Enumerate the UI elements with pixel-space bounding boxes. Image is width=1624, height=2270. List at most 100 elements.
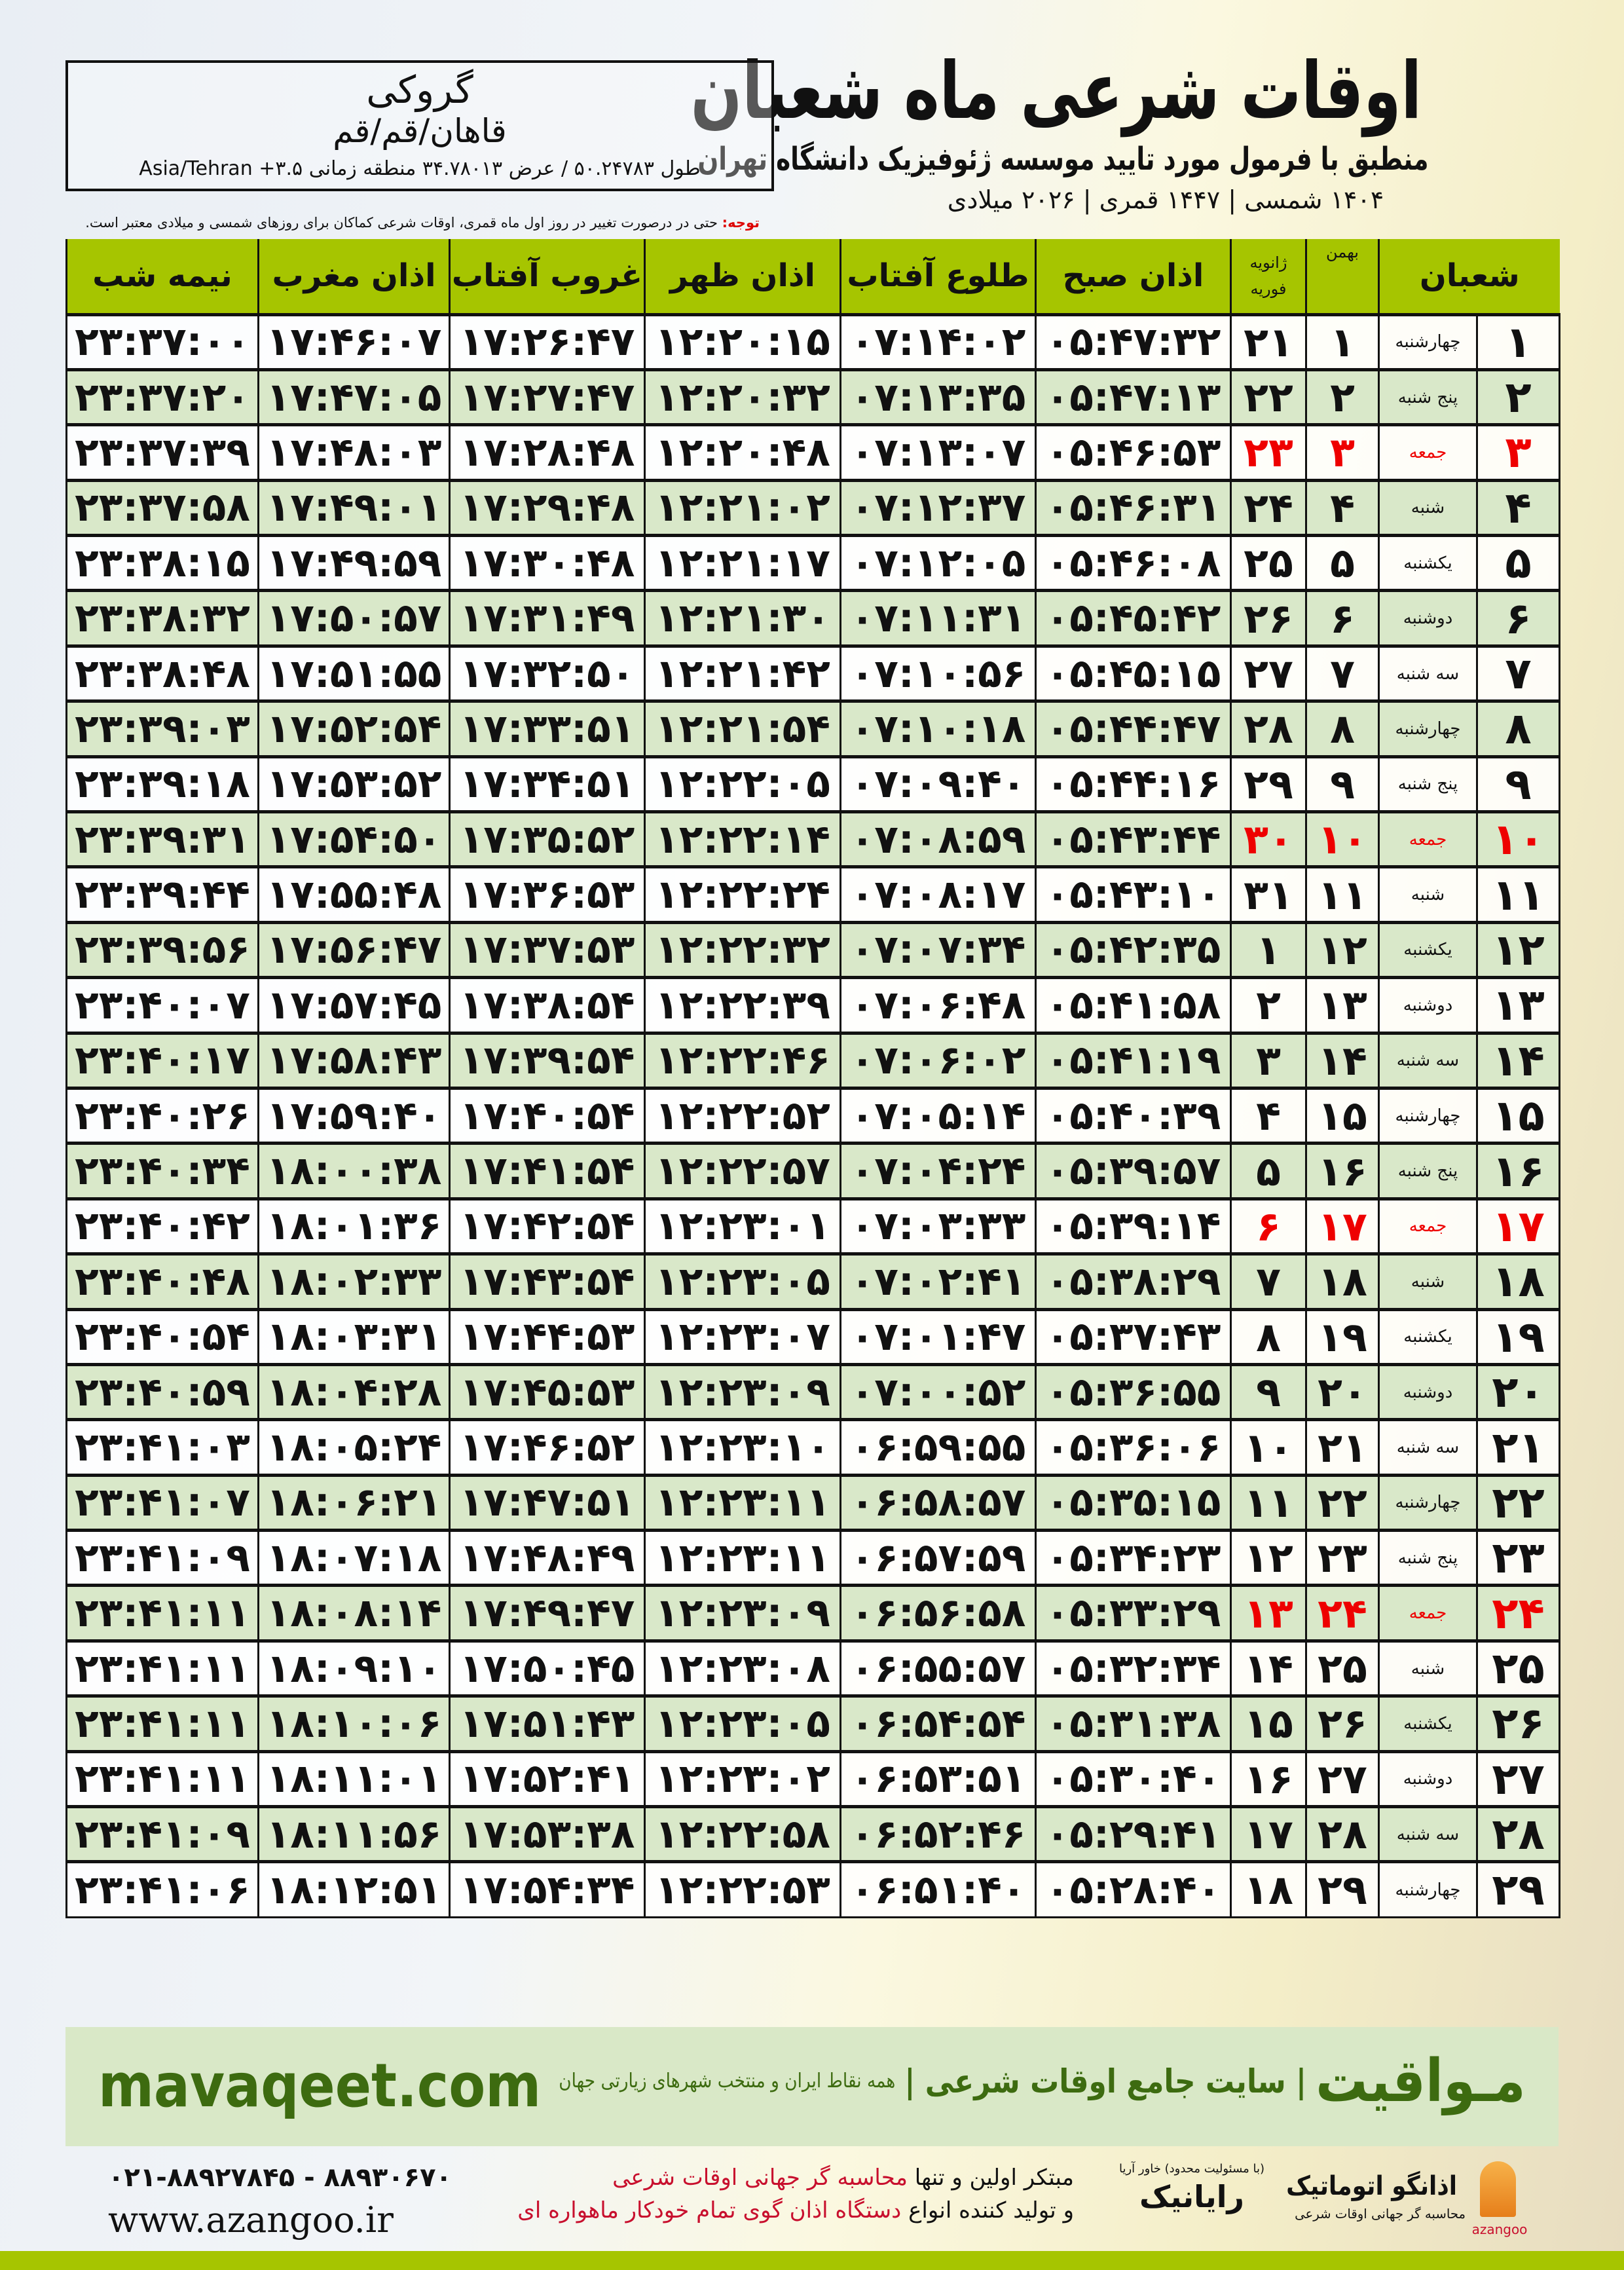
table-header: شعبان بهمن ژانویه فوریه اذان صبح طلوع آفت… [65, 239, 1560, 316]
shaban-day-cell: ۲۱ [1476, 1418, 1561, 1476]
maghrib-value: ۱۸:۰۸:۱۴ [266, 1590, 442, 1637]
bahman-day-cell: ۲۷ [1305, 1749, 1380, 1808]
azangoo-sub: محاسبه گر جهانی اوقات شرعی [1294, 2206, 1466, 2222]
sunrise-value: ۰۷:۱۰:۱۸ [850, 705, 1026, 752]
sunset-cell: ۱۷:۴۱:۵۴ [449, 1142, 646, 1200]
shaban-day-value: ۱۶ [1492, 1145, 1545, 1197]
dhuhr-value: ۱۲:۲۱:۴۲ [655, 650, 830, 697]
gregorian-day-value: ۹ [1256, 1368, 1281, 1417]
fajr-value: ۰۵:۴۳:۱۰ [1045, 872, 1221, 918]
dhuhr-cell: ۱۲:۲۳:۰۸ [644, 1639, 841, 1698]
midnight-value: ۲۳:۴۱:۰۹ [75, 1811, 250, 1857]
shaban-day-cell: ۷ [1476, 644, 1561, 703]
bahman-day-cell: ۱۱ [1305, 865, 1380, 923]
maghrib-value: ۱۷:۴۸:۰۳ [266, 429, 442, 475]
dhuhr-cell: ۱۲:۲۱:۴۲ [644, 644, 841, 703]
gregorian-day-value: ۲۸ [1244, 705, 1293, 753]
sunset-value: ۱۷:۳۴:۵۱ [459, 761, 635, 808]
fajr-cell: ۰۵:۳۴:۲۳ [1035, 1529, 1232, 1587]
sunset-cell: ۱۷:۵۰:۴۵ [449, 1639, 646, 1698]
midnight-cell: ۲۳:۴۰:۵۹ [65, 1362, 259, 1421]
rayanik-logo: (با مسئولیت محدود) خاور آریا رایانیک [1107, 2161, 1277, 2216]
location-city: گروکی [366, 67, 473, 112]
gregorian-day-cell: ۱۸ [1230, 1860, 1307, 1918]
maghrib-cell: ۱۸:۰۰:۳۸ [257, 1142, 451, 1200]
fajr-cell: ۰۵:۴۵:۱۵ [1035, 644, 1232, 703]
gregorian-day-cell: ۱۱ [1230, 1473, 1307, 1532]
midnight-value: ۲۳:۳۸:۴۸ [75, 650, 250, 697]
sunrise-cell: ۰۷:۰۷:۳۴ [840, 920, 1037, 979]
sunrise-cell: ۰۷:۱۰:۵۶ [840, 644, 1037, 703]
weekday-value: جمعه [1409, 1216, 1447, 1237]
shaban-day-cell: ۱۳ [1476, 976, 1561, 1034]
bahman-day-value: ۱۶ [1318, 1147, 1367, 1195]
gregorian-day-value: ۱۵ [1244, 1700, 1293, 1748]
midnight-value: ۲۳:۳۷:۰۰ [75, 319, 250, 365]
maghrib-value: ۱۸:۱۱:۵۶ [266, 1811, 442, 1857]
sunrise-value: ۰۶:۵۹:۵۵ [850, 1424, 1026, 1470]
fajr-value: ۰۵:۴۶:۰۸ [1045, 540, 1221, 586]
sunrise-cell: ۰۷:۰۲:۴۱ [840, 1252, 1037, 1311]
sunrise-value: ۰۷:۰۸:۱۷ [850, 872, 1026, 918]
fajr-cell: ۰۵:۲۹:۴۱ [1035, 1805, 1232, 1863]
maghrib-value: ۱۸:۰۷:۱۸ [266, 1535, 442, 1581]
weekday-value: دوشنبه [1403, 608, 1453, 629]
sunset-value: ۱۷:۵۲:۴۱ [459, 1756, 635, 1802]
sunrise-value: ۰۷:۰۰:۵۲ [850, 1369, 1026, 1415]
bahman-day-value: ۱۸ [1318, 1257, 1367, 1306]
header-midnight: نیمه شب [65, 239, 259, 316]
dhuhr-cell: ۱۲:۲۳:۰۹ [644, 1584, 841, 1642]
midnight-value: ۲۳:۴۱:۱۱ [75, 1700, 250, 1747]
fajr-cell: ۰۵:۲۸:۴۰ [1035, 1860, 1232, 1918]
midnight-value: ۲۳:۴۰:۱۷ [75, 1037, 250, 1084]
header-shaban: شعبان [1377, 239, 1560, 316]
weekday-cell: چهارشنبه [1377, 1473, 1479, 1532]
mavaqeet-url[interactable]: mavaqeet.com [98, 2051, 542, 2121]
gregorian-day-value: ۲۷ [1244, 650, 1293, 698]
maghrib-value: ۱۸:۰۰:۳۸ [266, 1148, 442, 1195]
sunrise-value: ۰۷:۱۲:۰۵ [850, 540, 1026, 586]
midnight-cell: ۲۳:۳۹:۰۳ [65, 699, 259, 758]
maghrib-cell: ۱۷:۴۹:۵۹ [257, 534, 451, 592]
gregorian-day-cell: ۹ [1230, 1362, 1307, 1421]
shaban-day-value: ۳ [1505, 427, 1532, 478]
weekday-cell: دوشنبه [1377, 589, 1479, 647]
gregorian-day-cell: ۷ [1230, 1252, 1307, 1311]
table-row: ۲۷ دوشنبه ۲۷ ۱۶ ۰۵:۳۰:۴۰ ۰۶:۵۳:۵۱ ۱۲:۲۳:۰۲ ۱۷:۵… [65, 1749, 1561, 1808]
dhuhr-cell: ۱۲:۲۰:۴۸ [644, 423, 841, 481]
gregorian-day-value: ۱۰ [1244, 1423, 1293, 1472]
mavaqeet-logo: مـواقیت [1316, 2047, 1526, 2115]
dhuhr-value: ۱۲:۲۳:۰۸ [655, 1645, 830, 1692]
gregorian-day-cell: ۱ [1230, 920, 1307, 979]
sunset-cell: ۱۷:۲۷:۴۷ [449, 367, 646, 426]
table-row: ۲۹ چهارشنبه ۲۹ ۱۸ ۰۵:۲۸:۴۰ ۰۶:۵۱:۴۰ ۱۲:۲۲:۵۳ ۱۷… [65, 1860, 1561, 1918]
sunset-cell: ۱۷:۳۳:۵۱ [449, 699, 646, 758]
sunset-value: ۱۷:۴۳:۵۴ [459, 1258, 635, 1305]
sunrise-cell: ۰۷:۰۳:۳۳ [840, 1197, 1037, 1256]
maghrib-cell: ۱۷:۵۸:۴۳ [257, 1031, 451, 1089]
fajr-value: ۰۵:۴۷:۳۲ [1045, 319, 1221, 365]
dhuhr-cell: ۱۲:۲۲:۵۲ [644, 1086, 841, 1145]
shaban-day-value: ۱۳ [1492, 980, 1545, 1031]
fajr-value: ۰۵:۴۲:۳۵ [1045, 927, 1221, 973]
gregorian-day-cell: ۲۸ [1230, 699, 1307, 758]
header-sunrise: طلوع آفتاب [840, 239, 1036, 316]
azangoo-url[interactable]: www.azangoo.ir [108, 2199, 394, 2241]
maghrib-cell: ۱۷:۵۲:۵۴ [257, 699, 451, 758]
location-box: گروکی قاهان/قم/قم طول ۵۰.۲۴۷۸۳ / عرض ۳۴.… [65, 60, 774, 191]
sunrise-cell: ۰۶:۵۶:۵۸ [840, 1584, 1037, 1642]
sunrise-value: ۰۷:۰۹:۴۰ [850, 761, 1026, 808]
fajr-value: ۰۵:۳۰:۴۰ [1045, 1756, 1221, 1802]
gregorian-day-value: ۷ [1256, 1257, 1281, 1306]
table-row: ۱۰ جمعه ۱۰ ۳۰ ۰۵:۴۳:۴۴ ۰۷:۰۸:۵۹ ۱۲:۲۲:۱۴ ۱۷:۳۵:… [65, 810, 1561, 868]
gregorian-day-cell: ۲۱ [1230, 312, 1307, 371]
weekday-cell: سه شنبه [1377, 1418, 1479, 1476]
dhuhr-value: ۱۲:۲۰:۱۵ [655, 319, 830, 365]
midnight-value: ۲۳:۳۸:۳۲ [75, 595, 250, 642]
table-row: ۸ چهارشنبه ۸ ۲۸ ۰۵:۴۴:۴۷ ۰۷:۱۰:۱۸ ۱۲:۲۱:۵۴ ۱۷:۳… [65, 699, 1561, 758]
gregorian-day-cell: ۸ [1230, 1307, 1307, 1366]
sunrise-cell: ۰۶:۵۲:۴۶ [840, 1805, 1037, 1863]
bahman-day-cell: ۱۸ [1305, 1252, 1380, 1311]
table-row: ۱۹ یکشنبه ۱۹ ۸ ۰۵:۳۷:۴۳ ۰۷:۰۱:۴۷ ۱۲:۲۳:۰۷ ۱۷:۴۴… [65, 1307, 1561, 1366]
weekday-value: پنج شنبه [1397, 774, 1458, 794]
